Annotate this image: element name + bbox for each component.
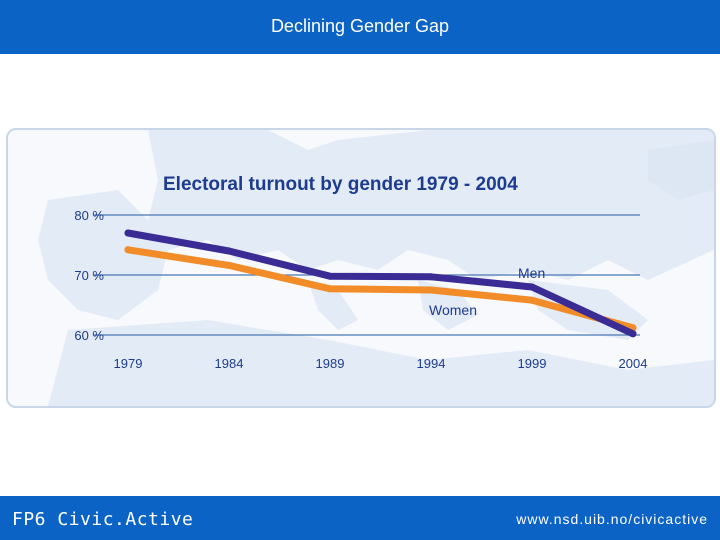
legend-label-men: Men [518,265,545,281]
data-point-men [326,272,334,280]
turnout-line-chart: 60 % 70 % 80 % 1979 1984 1989 1994 1999 2004 Men W… [74,208,648,371]
data-point-men [124,229,132,237]
data-point-men [528,283,536,291]
chart-title: Electoral turnout by gender 1979 - 2004 [163,174,518,195]
header-bar: Declining Gender Gap [0,0,720,54]
data-point-women [427,286,435,294]
x-tick-label: 1984 [215,356,244,371]
data-point-men [225,247,233,255]
y-tick-label: 60 % [74,328,104,343]
x-tick-label: 1999 [518,356,547,371]
y-tick-label: 70 % [74,268,104,283]
data-point-men [629,330,637,338]
data-point-women [528,296,536,304]
x-tick-label: 1989 [316,356,345,371]
data-point-men [427,273,435,281]
footer-project-label: FP6 Civic.Active [12,509,194,530]
x-tick-label: 1994 [417,356,446,371]
footer-bar: FP6 Civic.Active www.nsd.uib.no/civicact… [0,496,720,540]
legend-label-women: Women [429,302,477,318]
series-line-men [124,229,637,338]
data-point-women [225,261,233,269]
x-tick-label: 2004 [619,356,648,371]
map-backdrop [8,130,714,406]
footer-url-link[interactable]: www.nsd.uib.no/civicactive [516,511,708,527]
series-line-women [124,246,637,332]
chart-figure: 60 % 70 % 80 % 1979 1984 1989 1994 1999 2004 Men W… [6,128,716,408]
data-point-women [124,246,132,254]
data-point-women [326,285,334,293]
slide-title: Declining Gender Gap [270,16,450,36]
y-tick-label: 80 % [74,208,104,223]
x-tick-label: 1979 [114,356,143,371]
